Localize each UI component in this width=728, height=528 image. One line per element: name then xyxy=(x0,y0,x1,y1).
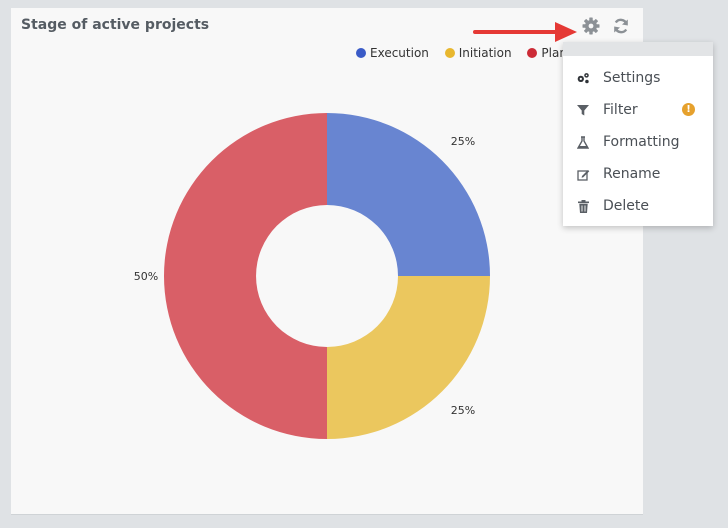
gear-icon xyxy=(582,17,600,35)
trash-icon xyxy=(576,199,590,213)
menu-item-label: Settings xyxy=(603,70,661,86)
slice-percent-label: 50% xyxy=(134,270,158,283)
warning-badge: ! xyxy=(682,103,695,116)
legend-label: Execution xyxy=(370,46,429,60)
settings-gear-button[interactable] xyxy=(581,16,601,36)
donut-slice-initiation[interactable] xyxy=(327,276,490,439)
edit-icon xyxy=(576,167,590,181)
menu-item-delete[interactable]: Delete xyxy=(563,191,713,221)
menu-item-label: Filter xyxy=(603,102,638,118)
donut-slice-planning[interactable] xyxy=(164,113,327,439)
flask-icon xyxy=(576,135,590,149)
menu-header-bar xyxy=(563,42,713,56)
legend-dot-initiation xyxy=(444,48,455,58)
widget-title: Stage of active projects xyxy=(21,17,210,33)
menu-item-formatting[interactable]: Formatting xyxy=(563,127,713,157)
widget-options-menu: Settings Filter ! Formatting Rename xyxy=(563,42,713,226)
legend-label: Initiation xyxy=(458,46,512,60)
legend-dot-execution xyxy=(356,48,366,58)
refresh-button[interactable] xyxy=(611,16,631,36)
menu-item-label: Rename xyxy=(603,166,661,182)
donut-slice-execution[interactable] xyxy=(327,113,490,276)
chart-widget: Stage of active projects xyxy=(11,8,643,514)
slice-percent-label: 25% xyxy=(451,404,475,417)
legend-item-execution[interactable]: Execution xyxy=(356,46,429,60)
legend-item-initiation[interactable]: Initiation xyxy=(444,46,512,60)
menu-item-label: Formatting xyxy=(603,134,680,150)
red-arrow-annotation xyxy=(473,22,577,42)
cogs-icon xyxy=(576,71,590,85)
filter-icon xyxy=(576,103,590,117)
menu-item-rename[interactable]: Rename xyxy=(563,159,713,189)
refresh-icon xyxy=(614,18,628,34)
donut-chart: 25% 25% 50% xyxy=(134,113,490,439)
menu-item-filter[interactable]: Filter ! xyxy=(563,95,713,125)
menu-item-label: Delete xyxy=(603,198,649,214)
slice-percent-label: 25% xyxy=(451,135,475,148)
menu-item-settings[interactable]: Settings xyxy=(563,63,713,93)
legend-dot-planning xyxy=(527,48,538,58)
